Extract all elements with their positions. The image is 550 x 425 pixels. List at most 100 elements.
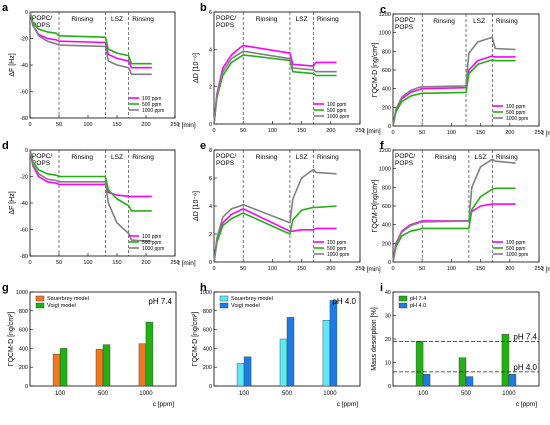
phase-label-f: Rinsing bbox=[496, 154, 518, 161]
y-axis-label-b: ΔD [10⁻⁶] bbox=[193, 53, 200, 83]
legend-label-e: 500 ppm bbox=[327, 246, 346, 252]
y-axis-label-f: ΓQCM-D[ng/cm²] bbox=[372, 180, 379, 233]
panel-annotation-h: pH 4.0 bbox=[332, 297, 356, 306]
phase-label-c: Rinsing bbox=[496, 18, 518, 25]
y-tick-label-f: 600 bbox=[382, 204, 391, 210]
y-tick-label-b: 4 bbox=[209, 47, 212, 53]
y-tick-label-g: 800 bbox=[19, 309, 28, 315]
x-tick-label-b: 200 bbox=[326, 128, 335, 134]
y-tick-label-d: -40 bbox=[20, 201, 28, 207]
y-axis-label-c: ΓQCM-D [ng/cm²] bbox=[372, 43, 379, 98]
y-tick-label-e: 8 bbox=[209, 148, 212, 154]
bar-h bbox=[329, 300, 338, 387]
legend-label-i: pH 4.0 bbox=[410, 303, 426, 309]
x-tick-label-c: 200 bbox=[505, 130, 514, 136]
x-tick-label-h: 1000 bbox=[323, 391, 337, 397]
y-tick-label-h: 800 bbox=[203, 309, 212, 315]
x-tick-label-h: 500 bbox=[282, 391, 293, 397]
legend-label-c: 500 ppm bbox=[506, 110, 525, 116]
series-line-e bbox=[213, 168, 337, 263]
y-tick-label-g: 200 bbox=[19, 365, 28, 371]
y-tick-label-d: -20 bbox=[20, 175, 28, 181]
panel-label-c: c bbox=[380, 4, 386, 16]
x-tick-label-b: 150 bbox=[297, 128, 306, 134]
y-tick-label-c: 400 bbox=[382, 87, 391, 93]
legend-label-e: 100 ppm bbox=[327, 240, 346, 246]
series-line-f bbox=[392, 187, 516, 263]
panel-label-d: d bbox=[2, 140, 9, 152]
x-tick-label-c: 150 bbox=[476, 130, 485, 136]
series-line-b bbox=[213, 54, 337, 125]
y-tick-label-f: 1000 bbox=[379, 167, 391, 173]
y-tick-label-c: 1000 bbox=[379, 31, 391, 37]
bar-g bbox=[59, 348, 68, 387]
y-axis-label-g: ΓQCM-D [ng/cm²] bbox=[8, 312, 15, 367]
x-axis-label-f: t [min] bbox=[542, 266, 550, 273]
x-tick-label-a: 150 bbox=[112, 122, 121, 128]
x-axis-label-h: c [ppm] bbox=[337, 401, 359, 408]
phase-label-f: POPC/ bbox=[395, 153, 415, 160]
x-tick-label-e: 50 bbox=[240, 266, 246, 272]
x-tick-label-c: 100 bbox=[447, 130, 456, 136]
phase-label-b: POPS bbox=[216, 22, 235, 29]
bar-i bbox=[415, 341, 424, 387]
phase-label-a: POPS bbox=[32, 22, 51, 29]
legend-swatch-g bbox=[35, 295, 45, 302]
x-tick-label-a: 100 bbox=[83, 122, 92, 128]
bar-i bbox=[501, 334, 510, 387]
y-tick-label-g: 600 bbox=[19, 328, 28, 334]
bar-i bbox=[508, 374, 517, 387]
y-axis-label-d: ΔF [Hz] bbox=[9, 191, 16, 214]
x-tick-label-f: 250 bbox=[534, 266, 543, 272]
x-tick-label-i: 500 bbox=[461, 391, 472, 397]
y-tick-label-f: 200 bbox=[382, 241, 391, 247]
phase-label-f: Rinsing bbox=[435, 154, 457, 161]
y-tick-label-b: 2 bbox=[209, 85, 212, 91]
legend-label-d: 500 ppm bbox=[142, 240, 161, 246]
legend-label-a: 500 ppm bbox=[142, 102, 161, 108]
y-tick-label-g: 1000 bbox=[16, 290, 28, 296]
y-tick-label-a: -40 bbox=[20, 63, 28, 69]
series-line-b bbox=[213, 50, 337, 125]
y-tick-label-f: 800 bbox=[382, 185, 391, 191]
y-tick-label-e: 4 bbox=[209, 204, 212, 210]
phase-label-c: POPS bbox=[395, 24, 414, 31]
x-tick-label-d: 150 bbox=[112, 260, 121, 266]
x-tick-label-f: 200 bbox=[505, 266, 514, 272]
phase-label-a: Rinsing bbox=[71, 16, 93, 23]
y-tick-label-i: 20 bbox=[385, 337, 391, 343]
bar-h bbox=[236, 363, 245, 387]
phase-label-f: POPS bbox=[395, 160, 414, 167]
x-tick-label-f: 50 bbox=[419, 266, 425, 272]
phase-label-e: Rinsing bbox=[256, 154, 278, 161]
phase-label-b: LSZ bbox=[296, 16, 308, 23]
y-axis-label-e: ΔD [10⁻⁶] bbox=[193, 191, 200, 221]
y-tick-label-a: -80 bbox=[20, 116, 28, 122]
phase-label-d: LSZ bbox=[111, 154, 123, 161]
series-line-d bbox=[29, 149, 152, 243]
x-tick-label-e: 100 bbox=[268, 266, 277, 272]
bar-i bbox=[465, 376, 474, 387]
legend-label-d: 100 ppm bbox=[142, 234, 161, 240]
series-line-c bbox=[392, 58, 516, 127]
x-axis-label-e: t [min] bbox=[363, 266, 381, 273]
x-axis-label-c: t [min] bbox=[542, 130, 550, 137]
legend-label-c: 1000 ppm bbox=[506, 116, 528, 122]
reference-label-i: pH 4.0 bbox=[513, 363, 537, 372]
y-tick-label-c: 1200 bbox=[379, 12, 391, 18]
legend-swatch-g bbox=[35, 302, 45, 309]
phase-label-d: Rinsing bbox=[132, 154, 154, 161]
x-tick-label-g: 1000 bbox=[139, 391, 153, 397]
y-tick-label-f: 0 bbox=[388, 260, 391, 266]
legend-swatch-h bbox=[219, 295, 229, 302]
phase-label-a: LSZ bbox=[111, 16, 123, 23]
y-tick-label-d: 0 bbox=[25, 148, 28, 154]
legend-label-f: 100 ppm bbox=[506, 240, 525, 246]
y-tick-label-i: 0 bbox=[388, 384, 391, 390]
phase-label-f: LSZ bbox=[475, 154, 487, 161]
bar-g bbox=[52, 353, 61, 387]
x-tick-label-c: 250 bbox=[534, 130, 543, 136]
panel-label-h: h bbox=[200, 282, 207, 294]
x-axis-label-d: t [min] bbox=[178, 260, 196, 267]
